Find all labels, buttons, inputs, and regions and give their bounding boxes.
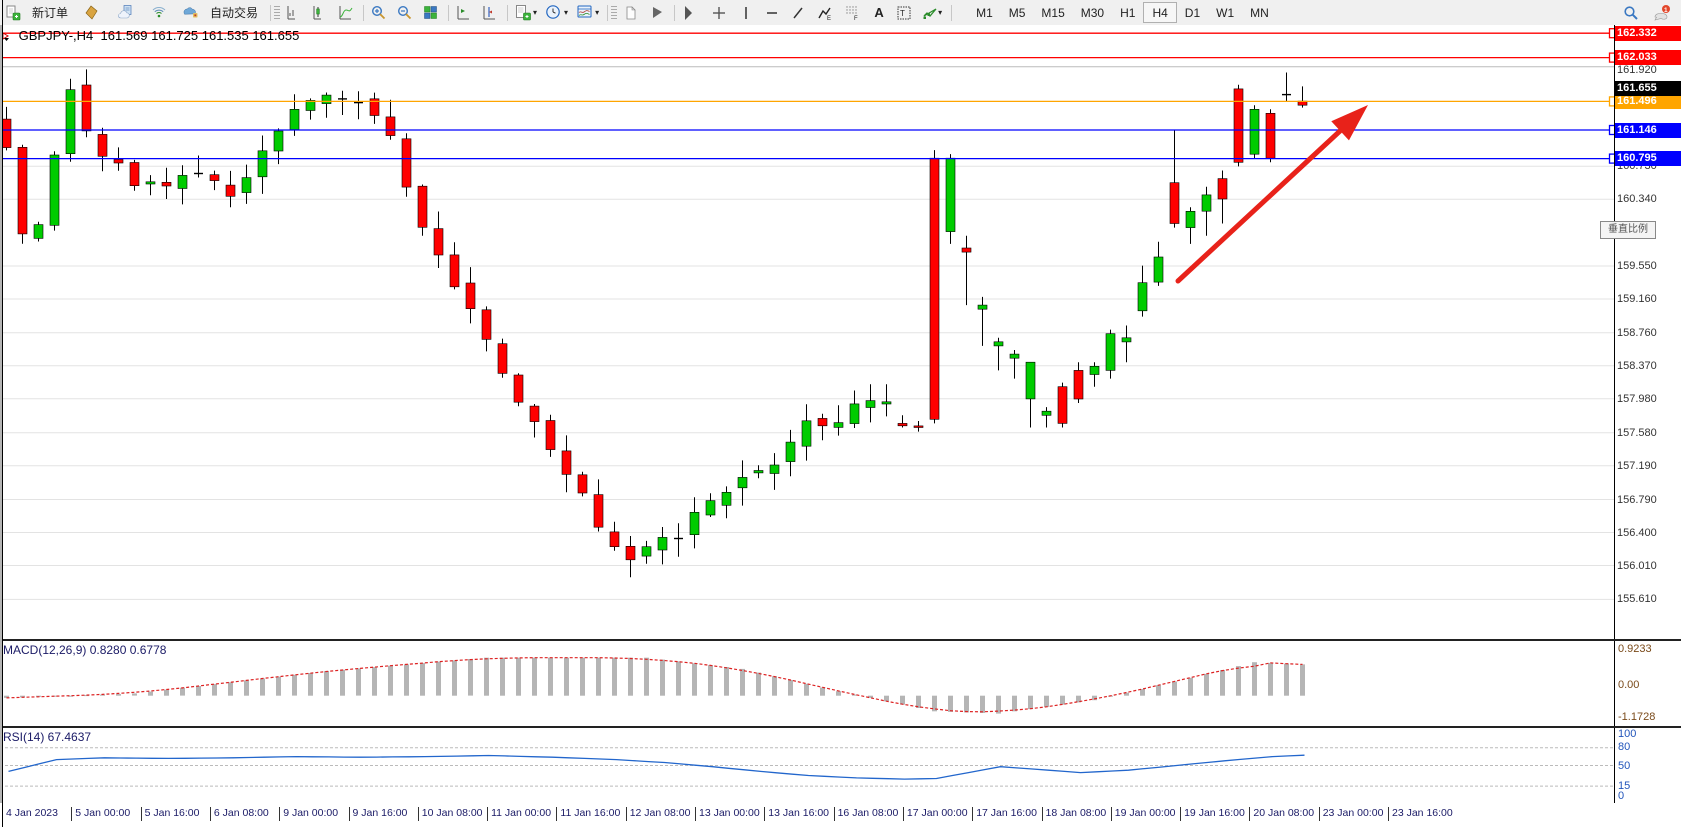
svg-text:F: F — [854, 16, 858, 21]
svg-text:T: T — [900, 9, 905, 18]
svg-text:E: E — [827, 16, 831, 21]
svg-text:1: 1 — [1664, 6, 1668, 13]
